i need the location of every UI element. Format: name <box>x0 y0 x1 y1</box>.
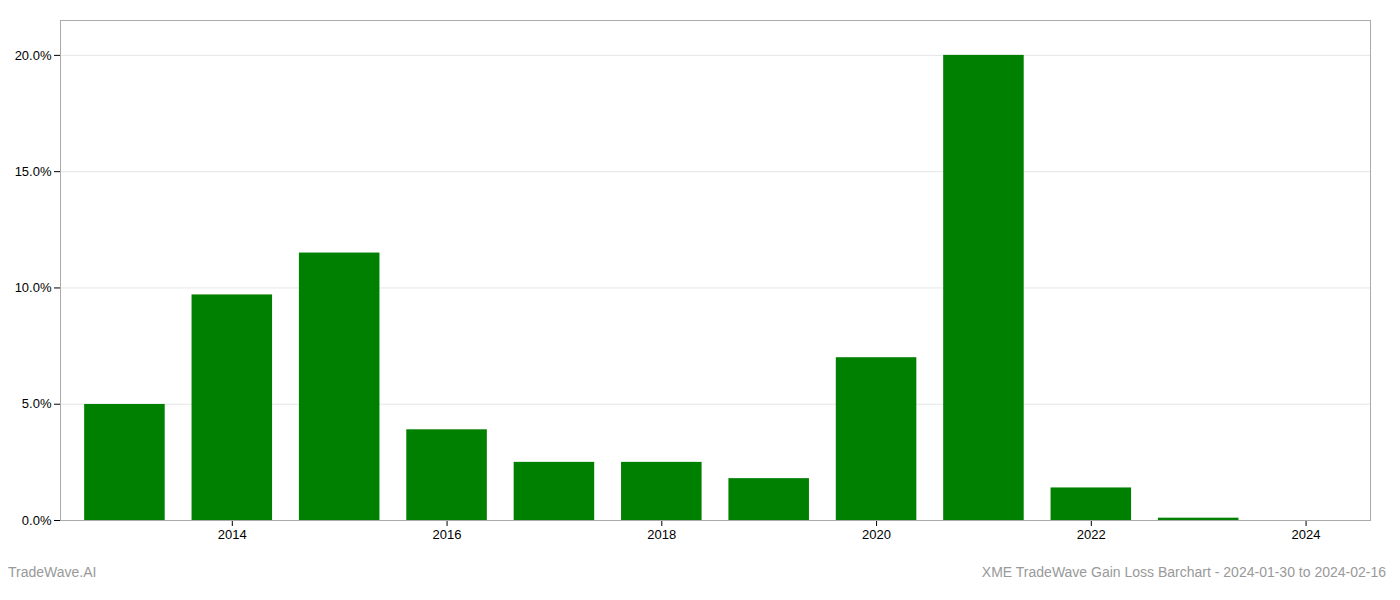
svg-text:20.0%: 20.0% <box>15 48 52 63</box>
svg-text:2022: 2022 <box>1077 527 1106 542</box>
svg-text:2014: 2014 <box>218 527 247 542</box>
svg-text:2020: 2020 <box>862 527 891 542</box>
svg-text:2024: 2024 <box>1292 527 1321 542</box>
svg-text:15.0%: 15.0% <box>15 164 52 179</box>
svg-text:0.0%: 0.0% <box>22 513 52 528</box>
svg-text:5.0%: 5.0% <box>22 396 52 411</box>
html-text:TradeWave.AI: TradeWave.AI <box>8 564 97 580</box>
html-text:XME TradeWave Gain Loss Barcha: XME TradeWave Gain Loss Barchart - 2024-… <box>981 564 1386 580</box>
svg-text:2016: 2016 <box>433 527 462 542</box>
svg-text:10.0%: 10.0% <box>15 280 52 295</box>
svg-text:2018: 2018 <box>647 527 676 542</box>
